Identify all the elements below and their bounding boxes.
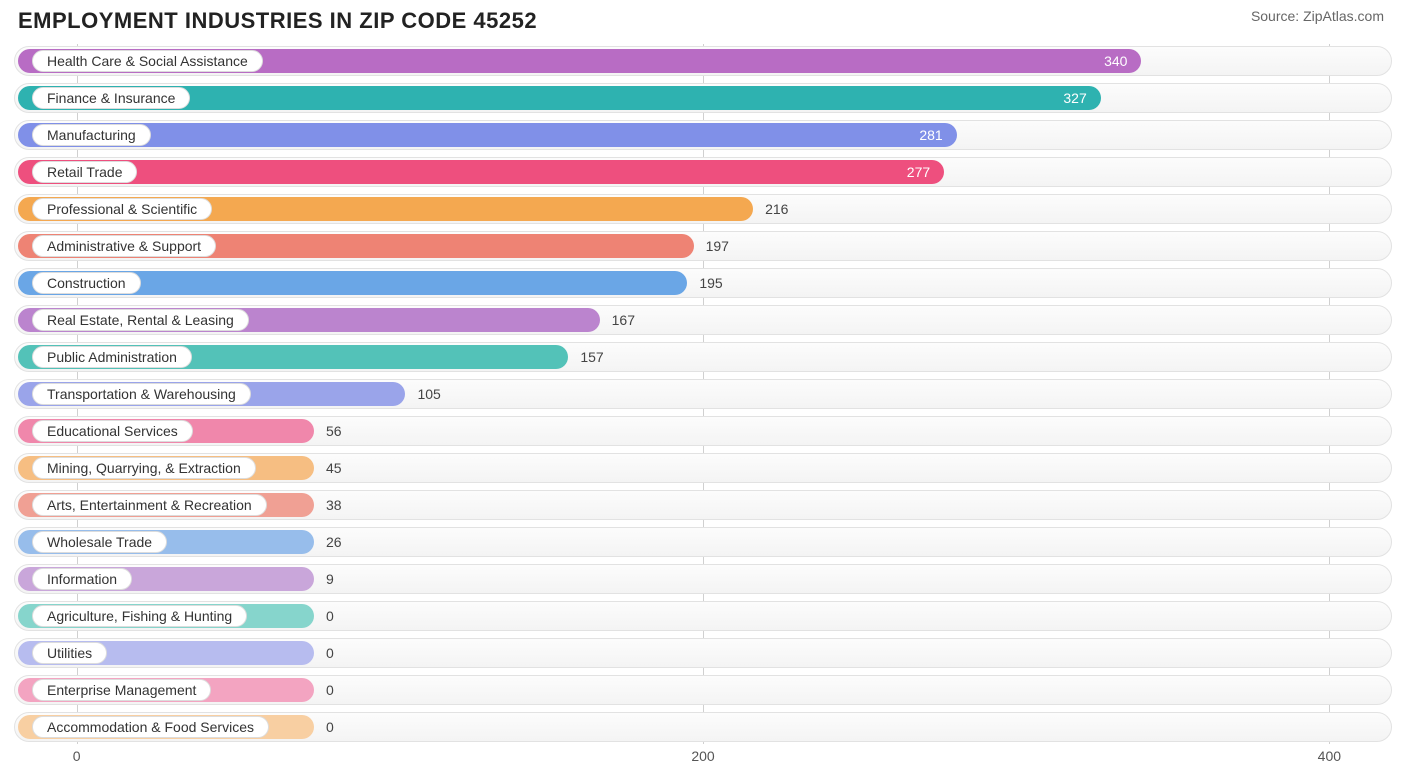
chart-title: EMPLOYMENT INDUSTRIES IN ZIP CODE 45252 <box>18 8 537 34</box>
bar-row: Information 9 <box>14 562 1392 596</box>
value-label: 0 <box>326 636 334 670</box>
category-label: Health Care & Social Assistance <box>32 50 263 72</box>
bar-row: Enterprise Management 0 <box>14 673 1392 707</box>
value-label: 277 <box>907 155 930 189</box>
category-label: Utilities <box>32 642 107 664</box>
axis-tick-label: 200 <box>691 748 714 764</box>
category-label: Wholesale Trade <box>32 531 167 553</box>
bar-row: Public Administration 157 <box>14 340 1392 374</box>
value-label: 45 <box>326 451 342 485</box>
value-label: 157 <box>580 340 603 374</box>
category-label: Finance & Insurance <box>32 87 190 109</box>
bar-row: Finance & Insurance 327 <box>14 81 1392 115</box>
bar-fill <box>18 123 957 147</box>
bar-row: Accommodation & Food Services 0 <box>14 710 1392 744</box>
x-axis: 0 200 400 <box>14 748 1392 768</box>
bar-row: Administrative & Support 197 <box>14 229 1392 263</box>
value-label: 56 <box>326 414 342 448</box>
value-label: 0 <box>326 599 334 633</box>
category-label: Agriculture, Fishing & Hunting <box>32 605 247 627</box>
axis-tick-label: 0 <box>73 748 81 764</box>
category-label: Administrative & Support <box>32 235 216 257</box>
axis-tick-label: 400 <box>1318 748 1341 764</box>
value-label: 105 <box>417 377 440 411</box>
category-label: Public Administration <box>32 346 192 368</box>
value-label: 26 <box>326 525 342 559</box>
value-label: 167 <box>612 303 635 337</box>
bar-row: Agriculture, Fishing & Hunting 0 <box>14 599 1392 633</box>
bar-row: Mining, Quarrying, & Extraction 45 <box>14 451 1392 485</box>
bar-row: Educational Services 56 <box>14 414 1392 448</box>
category-label: Construction <box>32 272 141 294</box>
category-label: Professional & Scientific <box>32 198 212 220</box>
bar-row: Health Care & Social Assistance 340 <box>14 44 1392 78</box>
bar-row: Construction 195 <box>14 266 1392 300</box>
category-label: Retail Trade <box>32 161 137 183</box>
bar-row: Retail Trade 277 <box>14 155 1392 189</box>
bar-row: Utilities 0 <box>14 636 1392 670</box>
value-label: 327 <box>1063 81 1086 115</box>
category-label: Mining, Quarrying, & Extraction <box>32 457 256 479</box>
source-attribution: Source: ZipAtlas.com <box>1251 8 1384 24</box>
value-label: 197 <box>706 229 729 263</box>
category-label: Accommodation & Food Services <box>32 716 269 738</box>
bar-row: Real Estate, Rental & Leasing 167 <box>14 303 1392 337</box>
bar-row: Arts, Entertainment & Recreation 38 <box>14 488 1392 522</box>
value-label: 38 <box>326 488 342 522</box>
value-label: 0 <box>326 710 334 744</box>
category-label: Arts, Entertainment & Recreation <box>32 494 267 516</box>
category-label: Educational Services <box>32 420 193 442</box>
value-label: 195 <box>699 266 722 300</box>
category-label: Real Estate, Rental & Leasing <box>32 309 249 331</box>
bar-row: Wholesale Trade 26 <box>14 525 1392 559</box>
value-label: 9 <box>326 562 334 596</box>
bar-row: Transportation & Warehousing 105 <box>14 377 1392 411</box>
bar-row: Manufacturing 281 <box>14 118 1392 152</box>
value-label: 0 <box>326 673 334 707</box>
bar-row: Professional & Scientific 216 <box>14 192 1392 226</box>
value-label: 216 <box>765 192 788 226</box>
bar-fill <box>18 160 944 184</box>
category-label: Transportation & Warehousing <box>32 383 251 405</box>
value-label: 281 <box>919 118 942 152</box>
category-label: Information <box>32 568 132 590</box>
category-label: Enterprise Management <box>32 679 211 701</box>
value-label: 340 <box>1104 44 1127 78</box>
category-label: Manufacturing <box>32 124 151 146</box>
chart-area: Health Care & Social Assistance 340 Financ… <box>14 44 1392 744</box>
